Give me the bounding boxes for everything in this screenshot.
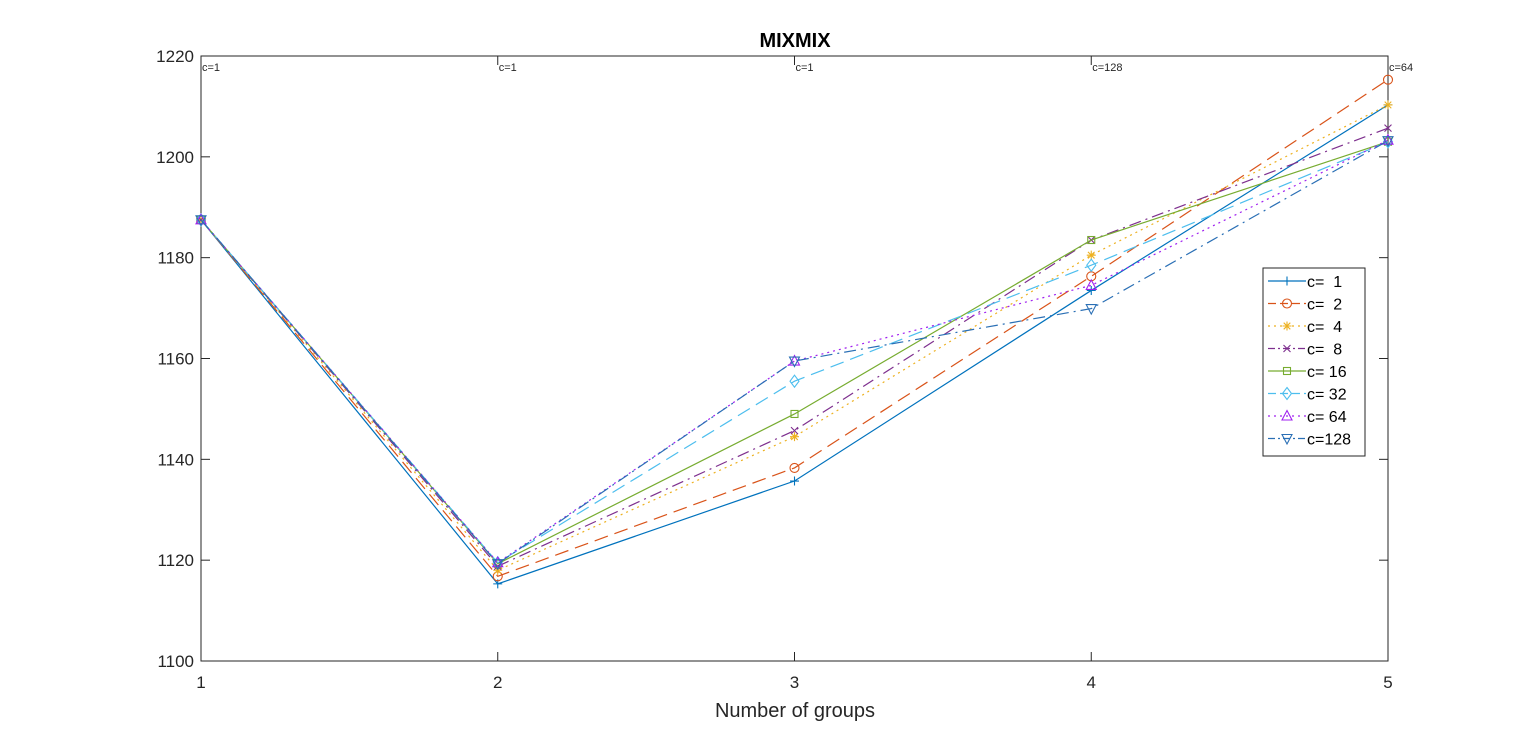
- legend-marker: [1281, 386, 1293, 401]
- series-marker: [1382, 74, 1394, 85]
- x-tick-label: 3: [790, 673, 799, 692]
- series-marker: [788, 356, 801, 368]
- legend-marker: [1282, 366, 1292, 376]
- series-marker: [1087, 235, 1096, 245]
- legend-marker: [1282, 321, 1292, 331]
- series-marker: [790, 426, 799, 435]
- series-line: [200, 141, 1389, 564]
- chart-title: MIXMIX: [759, 30, 831, 52]
- point-annotation: c=1: [499, 62, 517, 74]
- series-marker: [1086, 285, 1096, 295]
- series-marker: [1383, 100, 1393, 110]
- legend-marker: [1283, 344, 1291, 353]
- series-marker: [491, 559, 504, 571]
- legend-label: c= 2: [1307, 297, 1342, 314]
- y-tick-label: 1180: [157, 249, 194, 268]
- series-marker: [1086, 250, 1096, 260]
- legend-label: c=128: [1307, 432, 1351, 449]
- series-marker: [1085, 304, 1098, 316]
- x-tick-label: 4: [1087, 673, 1096, 692]
- legend-box: [1262, 267, 1366, 457]
- x-tick-label: 2: [493, 673, 502, 692]
- legend-marker: [1281, 409, 1293, 421]
- series-marker: [789, 374, 800, 389]
- series-line: [200, 104, 1389, 571]
- series-marker: [1384, 124, 1392, 132]
- series-marker: [790, 432, 799, 442]
- point-annotation: c=1: [202, 62, 220, 74]
- y-tick-label: 1160: [157, 350, 194, 369]
- x-tick-label: 5: [1383, 673, 1392, 692]
- series-marker: [195, 213, 207, 225]
- y-tick-label: 1120: [157, 551, 194, 570]
- legend-marker: [1281, 433, 1293, 446]
- series-marker: [1085, 278, 1098, 290]
- legend-label: c= 8: [1307, 342, 1342, 359]
- legend-marker: [1281, 298, 1293, 309]
- legend-label: c= 4: [1307, 319, 1342, 336]
- legend-label: c= 16: [1307, 364, 1347, 381]
- series-marker: [789, 462, 800, 473]
- plot-area: 1 2 3 4 5 1100 1120 1140 1160 1180 1200 1220 c=1 c=1 c…: [156, 47, 1413, 692]
- point-annotation: c=1: [796, 62, 814, 74]
- legend-label: c= 1: [1307, 274, 1342, 291]
- series-marker: [790, 409, 799, 419]
- series-line: [200, 140, 1389, 565]
- legend-label: c= 32: [1307, 387, 1347, 404]
- y-tick-label: 1100: [157, 652, 194, 671]
- series-marker: [1086, 258, 1097, 273]
- y-tick-label: 1200: [156, 148, 194, 167]
- series-marker: [790, 476, 799, 486]
- legend-marker: [1282, 276, 1292, 286]
- series-marker: [1382, 136, 1394, 148]
- series-marker: [195, 215, 207, 227]
- x-tick-label: 1: [196, 673, 205, 692]
- x-axis-label: Number of groups: [715, 700, 875, 722]
- point-annotation: c=64: [1389, 62, 1413, 74]
- series-marker: [1382, 133, 1394, 145]
- series-line: [200, 79, 1389, 578]
- y-tick-label: 1220: [156, 47, 194, 66]
- axes-box: [200, 55, 1389, 662]
- legend: c= 1 c= 2 c= 4 c= 8 c= 16 c= 32 c= 64 c=128: [1262, 267, 1366, 457]
- y-tick-label: 1140: [157, 450, 194, 469]
- point-annotation: c=128: [1092, 62, 1122, 74]
- legend-label: c= 64: [1307, 409, 1347, 426]
